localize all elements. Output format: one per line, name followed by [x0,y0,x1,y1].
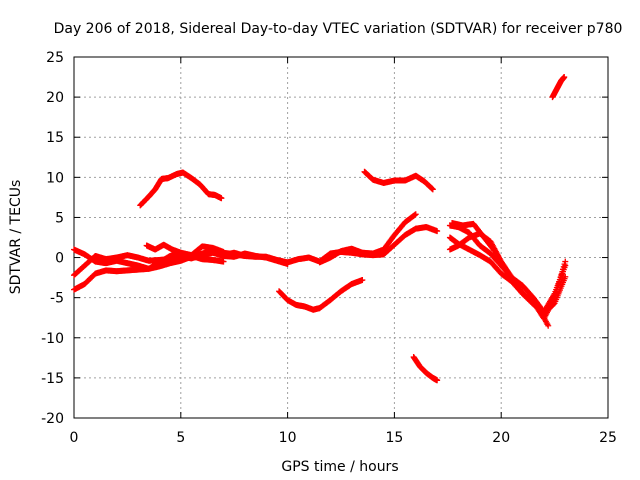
x-tick-label: 5 [176,430,185,446]
data-point [434,377,441,384]
series-track-7 [316,211,419,266]
series-track-9 [361,168,436,193]
data-point [359,277,366,284]
y-tick-label: 10 [46,170,64,186]
series-track-14 [449,220,552,329]
y-tick-label: -5 [50,291,64,307]
data-point [429,186,436,193]
y-axis-label: SDTVAR / TECUs [8,180,24,295]
data-point [412,211,419,218]
series-track-10 [410,354,441,384]
y-tick-label: 20 [46,90,64,106]
data-point [434,228,441,235]
data-point [561,74,568,81]
y-tick-label: 0 [55,251,64,267]
y-tick-label: -20 [41,411,64,427]
plot-border [73,56,609,419]
series-track-15 [549,74,568,101]
data-point [562,262,569,269]
x-tick-label: 25 [599,430,617,446]
axes: 0 5 10 15 20 25 -20 -15 -10 -5 0 5 10 15 20 25 [41,50,617,446]
y-tick-label: -15 [41,371,64,387]
x-tick-label: 10 [279,430,297,446]
y-tick-label: -10 [41,331,64,347]
data-point-interp [550,291,557,298]
chart-title: Day 206 of 2018, Sidereal Day-to-day VTE… [54,21,623,37]
series-track-4 [143,241,227,259]
series-track-8 [276,277,366,313]
y-tick-label: 15 [46,130,64,146]
y-tick-label: 5 [55,210,64,226]
series-track-5 [137,169,225,209]
grid [74,57,608,418]
x-axis-label: GPS time / hours [281,459,398,475]
data-point [218,195,225,202]
data-point [220,258,227,265]
data-point [545,322,552,329]
y-tick-label: 25 [46,50,64,66]
x-tick-label: 15 [385,430,403,446]
series-track-2 [71,250,227,293]
x-tick-label: 20 [492,430,510,446]
data-points [71,74,569,384]
x-tick-label: 0 [70,430,79,446]
